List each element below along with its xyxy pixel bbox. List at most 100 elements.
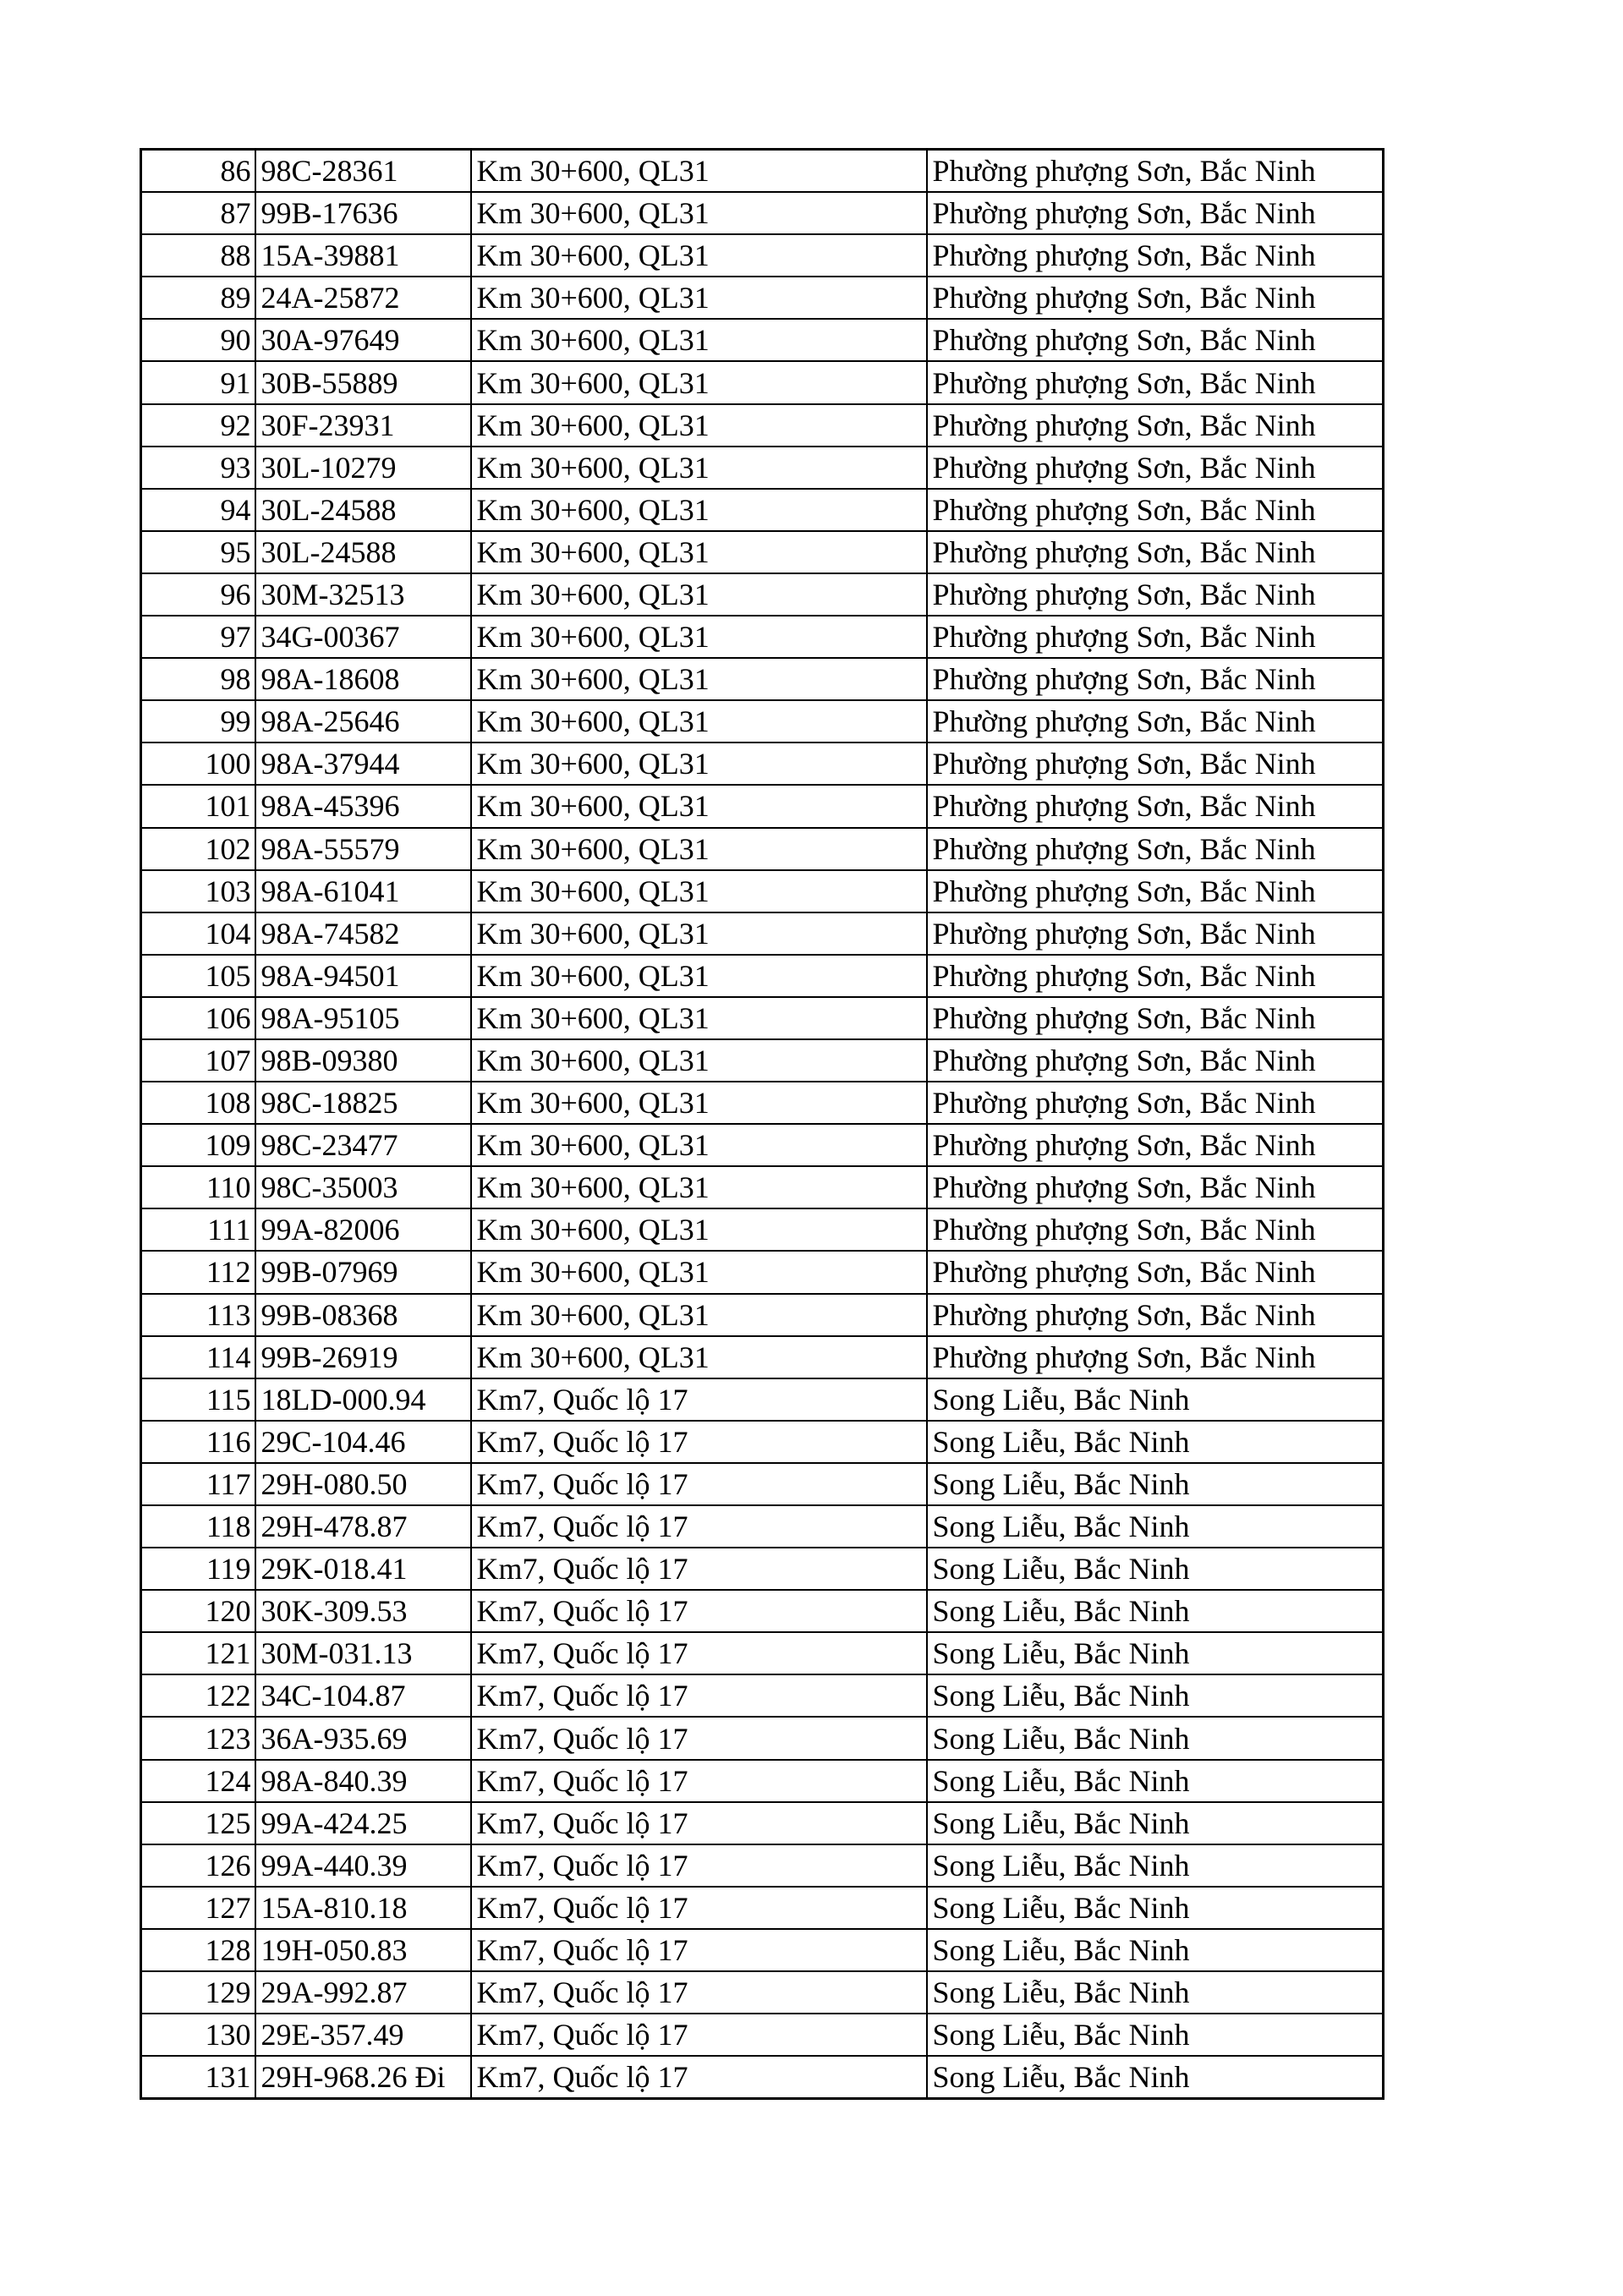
table-row: 129 29A-992.87 Km7, Quốc lộ 17 Song Liễu, B…: [140, 1970, 1384, 2015]
ward-address: Phường phượng Sơn, Bắc Ninh: [925, 529, 1384, 574]
license-plate: 99A-424.25: [254, 1800, 472, 1845]
violation-location: Km 30+600, QL31: [469, 233, 928, 278]
violation-location: Km7, Quốc lộ 17: [469, 1461, 928, 1507]
ward-address: Phường phượng Sơn, Bắc Ninh: [925, 1292, 1384, 1337]
ward-address: Song Liễu, Bắc Ninh: [925, 1843, 1384, 1888]
row-number: 97: [140, 615, 256, 660]
violation-location: Km 30+600, QL31: [469, 1165, 928, 1210]
row-number: 124: [140, 1758, 256, 1803]
row-number: 93: [140, 445, 256, 490]
row-number: 116: [140, 1419, 256, 1464]
table-row: 125 99A-424.25 Km7, Quốc lộ 17 Song Liễu, B…: [140, 1800, 1384, 1845]
ward-address: Song Liễu, Bắc Ninh: [925, 1674, 1384, 1718]
table-row: 94 30L-24588 Km 30+600, QL31 Phường phượng …: [140, 487, 1384, 532]
violation-location: Km7, Quốc lộ 17: [469, 1970, 928, 2015]
table-row: 89 24A-25872 Km 30+600, QL31 Phường phượng …: [140, 276, 1384, 321]
row-number: 113: [140, 1292, 256, 1337]
row-number: 111: [140, 1208, 256, 1252]
table-row: 112 99B-07969 Km 30+600, QL31 Phường phượng…: [140, 1250, 1384, 1295]
row-number: 101: [140, 784, 256, 829]
table-row: 106 98A-95105 Km 30+600, QL31 Phường phượng…: [140, 995, 1384, 1040]
ward-address: Song Liễu, Bắc Ninh: [925, 1589, 1384, 1634]
row-number: 87: [140, 191, 256, 236]
license-plate: 34G-00367: [254, 615, 472, 660]
row-number: 109: [140, 1123, 256, 1168]
table-row: 88 15A-39881 Km 30+600, QL31 Phường phượng …: [140, 233, 1384, 278]
violation-location: Km7, Quốc lộ 17: [469, 1843, 928, 1888]
row-number: 131: [140, 2055, 256, 2100]
license-plate: 98A-37944: [254, 742, 472, 786]
ward-address: Song Liễu, Bắc Ninh: [925, 1716, 1384, 1761]
ward-address: Phường phượng Sơn, Bắc Ninh: [925, 1165, 1384, 1210]
row-number: 88: [140, 233, 256, 278]
license-plate: 98C-18825: [254, 1081, 472, 1126]
violation-location: Km 30+600, QL31: [469, 742, 928, 786]
table-row: 123 36A-935.69 Km7, Quốc lộ 17 Song Liễu, B…: [140, 1716, 1384, 1761]
ward-address: Phường phượng Sơn, Bắc Ninh: [925, 1038, 1384, 1083]
violation-location: Km 30+600, QL31: [469, 1208, 928, 1252]
table-row: 121 30M-031.13 Km7, Quốc lộ 17 Song Liễu, B…: [140, 1631, 1384, 1676]
violation-location: Km 30+600, QL31: [469, 953, 928, 998]
violation-location: Km 30+600, QL31: [469, 403, 928, 447]
table-row: 114 99B-26919 Km 30+600, QL31 Phường phượng…: [140, 1334, 1384, 1379]
ward-address: Phường phượng Sơn, Bắc Ninh: [925, 995, 1384, 1040]
ward-address: Song Liễu, Bắc Ninh: [925, 1461, 1384, 1507]
ward-address: Phường phượng Sơn, Bắc Ninh: [925, 233, 1384, 278]
violation-location: Km7, Quốc lộ 17: [469, 1631, 928, 1676]
ward-address: Phường phượng Sơn, Bắc Ninh: [925, 1123, 1384, 1168]
ward-address: Song Liễu, Bắc Ninh: [925, 1927, 1384, 1973]
license-plate: 98A-18608: [254, 657, 472, 702]
license-plate: 29H-478.87: [254, 1504, 472, 1549]
license-plate: 98A-55579: [254, 826, 472, 871]
violation-location: Km7, Quốc lộ 17: [469, 1716, 928, 1761]
row-number: 126: [140, 1843, 256, 1888]
ward-address: Phường phượng Sơn, Bắc Ninh: [925, 318, 1384, 363]
row-number: 108: [140, 1081, 256, 1126]
license-plate: 15A-810.18: [254, 1885, 472, 1930]
license-plate: 98A-45396: [254, 784, 472, 829]
table-row: 100 98A-37944 Km 30+600, QL31 Phường phượng…: [140, 742, 1384, 786]
violation-location: Km7, Quốc lộ 17: [469, 1800, 928, 1845]
violation-location: Km 30+600, QL31: [469, 148, 928, 194]
license-plate: 30L-24588: [254, 529, 472, 574]
row-number: 123: [140, 1716, 256, 1761]
license-plate: 98A-840.39: [254, 1758, 472, 1803]
license-plate: 30L-10279: [254, 445, 472, 490]
table-row: 101 98A-45396 Km 30+600, QL31 Phường phượng…: [140, 784, 1384, 829]
ward-address: Song Liễu, Bắc Ninh: [925, 2055, 1384, 2100]
table-row: 122 34C-104.87 Km7, Quốc lộ 17 Song Liễu, B…: [140, 1674, 1384, 1718]
violation-location: Km 30+600, QL31: [469, 487, 928, 532]
row-number: 122: [140, 1674, 256, 1718]
violation-location: Km7, Quốc lộ 17: [469, 1419, 928, 1464]
table-row: 128 19H-050.83 Km7, Quốc lộ 17 Song Liễu, B…: [140, 1927, 1384, 1973]
ward-address: Song Liễu, Bắc Ninh: [925, 1885, 1384, 1930]
violation-location: Km7, Quốc lộ 17: [469, 1547, 928, 1592]
table-row: 86 98C-28361 Km 30+600, QL31 Phường phượng …: [140, 148, 1384, 194]
table-row: 90 30A-97649 Km 30+600, QL31 Phường phượng …: [140, 318, 1384, 363]
violation-location: Km 30+600, QL31: [469, 360, 928, 405]
license-plate: 98C-35003: [254, 1165, 472, 1210]
table-row: 118 29H-478.87 Km7, Quốc lộ 17 Song Liễu, B…: [140, 1504, 1384, 1549]
violation-location: Km 30+600, QL31: [469, 657, 928, 702]
row-number: 128: [140, 1927, 256, 1973]
violation-location: Km7, Quốc lộ 17: [469, 1377, 928, 1422]
license-plate: 98A-95105: [254, 995, 472, 1040]
license-plate: 98A-74582: [254, 911, 472, 956]
row-number: 99: [140, 699, 256, 744]
license-plate: 98A-94501: [254, 953, 472, 998]
ward-address: Song Liễu, Bắc Ninh: [925, 1547, 1384, 1592]
ward-address: Phường phượng Sơn, Bắc Ninh: [925, 1081, 1384, 1126]
row-number: 115: [140, 1377, 256, 1422]
row-number: 86: [140, 148, 256, 194]
violation-location: Km 30+600, QL31: [469, 318, 928, 363]
license-plate: 98A-25646: [254, 699, 472, 744]
license-plate: 99B-26919: [254, 1334, 472, 1379]
violation-location: Km 30+600, QL31: [469, 1250, 928, 1295]
license-plate: 30M-031.13: [254, 1631, 472, 1676]
violation-location: Km 30+600, QL31: [469, 911, 928, 956]
license-plate: 30F-23931: [254, 403, 472, 447]
violation-location: Km 30+600, QL31: [469, 191, 928, 236]
ward-address: Phường phượng Sơn, Bắc Ninh: [925, 784, 1384, 829]
row-number: 95: [140, 529, 256, 574]
ward-address: Phường phượng Sơn, Bắc Ninh: [925, 403, 1384, 447]
